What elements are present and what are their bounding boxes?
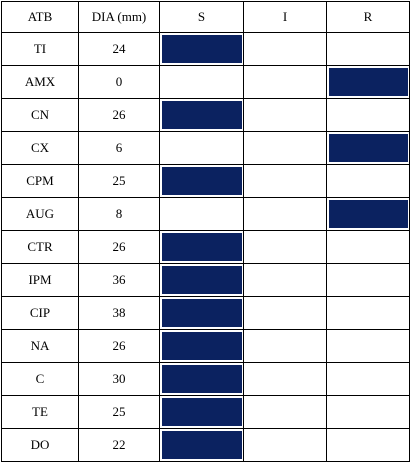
result-cell-i [243, 296, 327, 330]
result-cell-s [159, 98, 244, 132]
result-cell-s [159, 395, 244, 429]
result-cell-s [159, 131, 244, 165]
result-fill-s [162, 299, 242, 327]
diameter-cell: 25 [78, 164, 160, 198]
diameter-cell: 25 [78, 395, 160, 429]
result-cell-s [159, 197, 244, 231]
result-cell-s [159, 329, 244, 363]
result-cell-s [159, 263, 244, 297]
result-fill-s [162, 233, 242, 261]
result-cell-r [326, 230, 410, 264]
header-r: R [326, 1, 410, 33]
result-cell-i [243, 164, 327, 198]
result-cell-r [326, 197, 410, 231]
table-row: IPM 36 [1, 263, 410, 297]
table-row: TI 24 [1, 32, 410, 66]
result-cell-r [326, 329, 410, 363]
table-body: TI 24 AMX 0 CN 26 CX 6 CPM 25 AUG 8 CTR 26 IPM 36 CIP 38 N… [1, 32, 410, 462]
table-row: CN 26 [1, 98, 410, 132]
antibiotic-cell: CN [1, 98, 79, 132]
result-fill-r [329, 200, 408, 228]
table-row: AMX 0 [1, 65, 410, 99]
result-cell-i [243, 329, 327, 363]
result-fill-s [162, 431, 242, 459]
result-cell-i [243, 395, 327, 429]
table-row: CTR 26 [1, 230, 410, 264]
result-fill-s [162, 35, 242, 63]
result-cell-r [326, 164, 410, 198]
result-cell-r [326, 362, 410, 396]
diameter-cell: 8 [78, 197, 160, 231]
diameter-cell: 26 [78, 230, 160, 264]
result-cell-i [243, 32, 327, 66]
diameter-cell: 26 [78, 329, 160, 363]
header-i: I [243, 1, 327, 33]
antibiotic-cell: CPM [1, 164, 79, 198]
diameter-cell: 38 [78, 296, 160, 330]
result-fill-r [329, 68, 408, 96]
antibiotic-cell: IPM [1, 263, 79, 297]
diameter-cell: 36 [78, 263, 160, 297]
antibiotic-cell: NA [1, 329, 79, 363]
result-cell-r [326, 395, 410, 429]
diameter-cell: 24 [78, 32, 160, 66]
result-cell-i [243, 362, 327, 396]
antibiotic-cell: TI [1, 32, 79, 66]
result-cell-r [326, 131, 410, 165]
result-cell-r [326, 428, 410, 462]
result-cell-s [159, 296, 244, 330]
result-cell-r [326, 296, 410, 330]
result-cell-r [326, 32, 410, 66]
result-cell-i [243, 263, 327, 297]
result-fill-s [162, 167, 242, 195]
header-atb: ATB [1, 1, 79, 33]
table-row: DO 22 [1, 428, 410, 462]
result-cell-i [243, 65, 327, 99]
antibiotic-cell: CIP [1, 296, 79, 330]
result-cell-i [243, 98, 327, 132]
result-cell-i [243, 230, 327, 264]
result-cell-s [159, 32, 244, 66]
result-fill-s [162, 398, 242, 426]
diameter-cell: 30 [78, 362, 160, 396]
diameter-cell: 0 [78, 65, 160, 99]
antibiotic-cell: CX [1, 131, 79, 165]
antibiotic-cell: C [1, 362, 79, 396]
table-row: C 30 [1, 362, 410, 396]
result-cell-s [159, 65, 244, 99]
antibiotic-cell: TE [1, 395, 79, 429]
antibiotic-cell: AUG [1, 197, 79, 231]
diameter-cell: 26 [78, 98, 160, 132]
result-cell-s [159, 230, 244, 264]
table-row: AUG 8 [1, 197, 410, 231]
table-row: CPM 25 [1, 164, 410, 198]
header-s: S [159, 1, 244, 33]
antibiotic-cell: CTR [1, 230, 79, 264]
result-cell-i [243, 428, 327, 462]
header-row: ATB DIA (mm) S I R [1, 1, 410, 33]
result-cell-s [159, 428, 244, 462]
result-fill-s [162, 365, 242, 393]
antibiotic-cell: AMX [1, 65, 79, 99]
result-cell-i [243, 131, 327, 165]
diameter-cell: 22 [78, 428, 160, 462]
antibiotic-cell: DO [1, 428, 79, 462]
result-fill-s [162, 266, 242, 294]
table-row: CX 6 [1, 131, 410, 165]
result-cell-i [243, 197, 327, 231]
diameter-cell: 6 [78, 131, 160, 165]
result-cell-s [159, 164, 244, 198]
result-fill-r [329, 134, 408, 162]
result-fill-s [162, 101, 242, 129]
result-cell-r [326, 263, 410, 297]
result-cell-r [326, 98, 410, 132]
table-row: NA 26 [1, 329, 410, 363]
result-fill-s [162, 332, 242, 360]
result-cell-r [326, 65, 410, 99]
header-dia: DIA (mm) [78, 1, 160, 33]
table-row: TE 25 [1, 395, 410, 429]
table-row: CIP 38 [1, 296, 410, 330]
result-cell-s [159, 362, 244, 396]
